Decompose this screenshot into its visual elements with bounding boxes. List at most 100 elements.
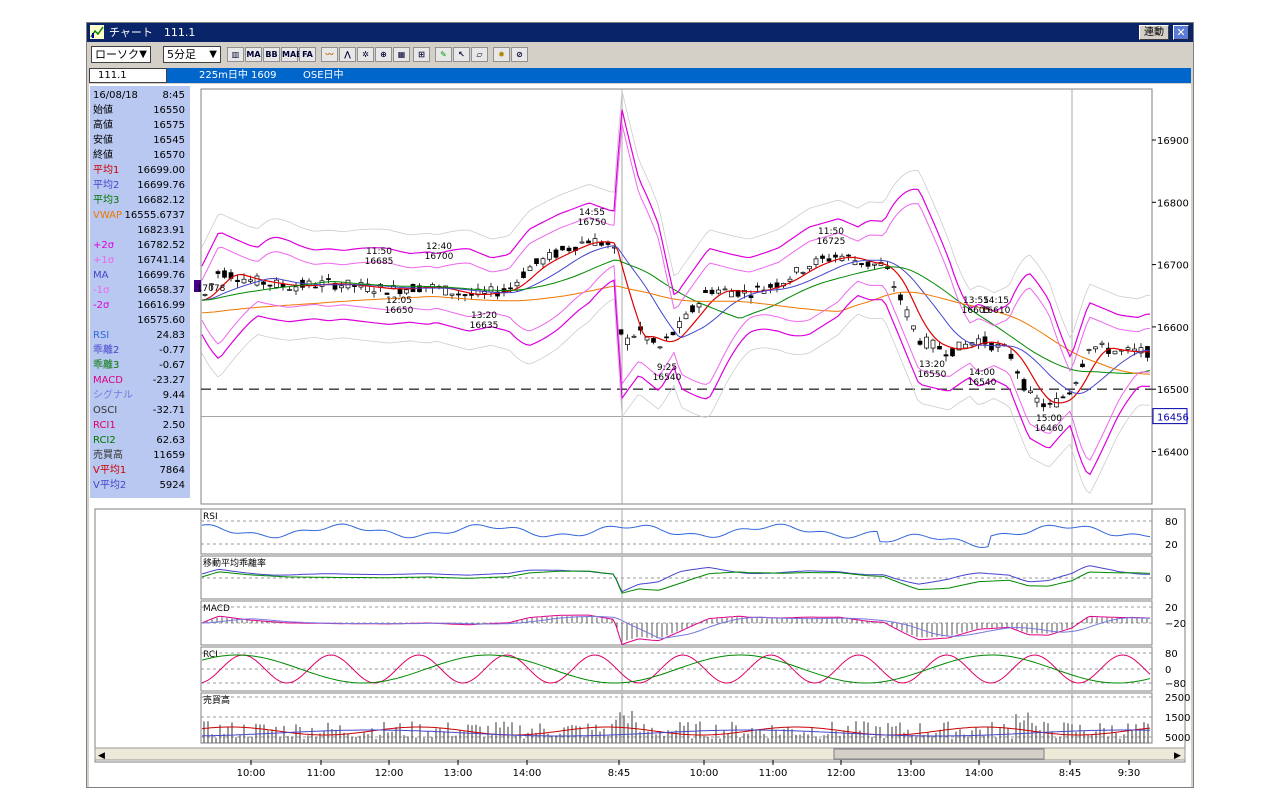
time-axis-label: 11:00 <box>759 768 788 779</box>
link-button[interactable]: 連動 <box>1139 25 1169 40</box>
data-panel-label: 平均3 <box>93 195 120 206</box>
data-panel-value: 16782.52 <box>137 240 185 251</box>
line-tool-icon[interactable]: 〰 <box>321 47 338 62</box>
candle-body <box>716 289 721 294</box>
data-panel-value: 16699.76 <box>137 270 185 281</box>
candle-body <box>384 292 390 295</box>
data-panel-row: OSCI -32.71 <box>93 403 187 418</box>
candle-body <box>729 291 734 298</box>
chart-type-select[interactable]: ローソク ▼ <box>91 46 151 63</box>
chart-window: チャート 111.1 連動 ✕ ローソク ▼ 5分足 ▼ ▥ MA BB MAE F… <box>86 22 1194 788</box>
rsi-panel-title: RSI <box>203 512 218 522</box>
data-panel-label: V平均1 <box>93 465 127 476</box>
data-panel-value: 16658.37 <box>137 285 185 296</box>
bar-chart-icon[interactable]: ▥ <box>227 47 244 62</box>
candle-body <box>313 286 318 289</box>
interval-select[interactable]: 5分足 ▼ <box>163 46 221 63</box>
pen-icon[interactable]: ✎ <box>435 47 452 62</box>
candle-body <box>560 245 565 251</box>
fa-icon[interactable]: FA <box>299 47 316 62</box>
candle-body <box>1015 371 1020 374</box>
fib-tool-icon[interactable]: ⋀ <box>339 47 356 62</box>
cursor-icon[interactable]: ↖ <box>453 47 470 62</box>
candle-body <box>709 289 715 294</box>
candle-body <box>937 346 942 350</box>
candle-body <box>989 341 994 351</box>
chart-type-value: ローソク <box>95 48 139 61</box>
scroll-left-arrow: ◀ <box>98 751 105 761</box>
candle-body <box>287 289 292 291</box>
data-panel-value: 62.63 <box>156 435 185 446</box>
data-panel-label: +2σ <box>93 240 115 251</box>
time-axis-label: 13:00 <box>444 768 473 779</box>
data-panel-value: 16575 <box>153 120 185 131</box>
data-panel-label: RSI <box>93 330 110 341</box>
star-tool-icon[interactable]: ✲ <box>357 47 374 62</box>
candle-body <box>677 321 682 328</box>
symbol-input[interactable]: 111.1 <box>89 68 167 83</box>
data-panel-label: V平均2 <box>93 480 127 491</box>
grid-settings-icon[interactable]: ⊞ <box>413 47 430 62</box>
cancel-icon[interactable]: ⊘ <box>511 47 528 62</box>
data-panel-value: -32.71 <box>152 405 185 416</box>
data-panel-row: MACD -23.27 <box>93 373 187 388</box>
data-panel-label: 平均2 <box>93 180 120 191</box>
data-panel-value: 16570 <box>153 150 185 161</box>
data-panel-row: V平均1 7864 <box>93 463 187 478</box>
candle-body <box>872 263 877 266</box>
chart-area[interactable]: 16900 16800 16700 16600 16500 16400 16456 17078… <box>89 84 1191 787</box>
ma-icon[interactable]: MA <box>245 47 262 62</box>
candle-body <box>657 346 663 349</box>
volume-panel-title: 売買高 <box>203 694 230 706</box>
candle-body <box>534 258 539 265</box>
annotation-time: 13:55 <box>963 296 989 306</box>
close-button[interactable]: ✕ <box>1173 25 1189 40</box>
candle-body <box>1047 402 1053 405</box>
annotation-price: 16540 <box>968 378 997 388</box>
candle-body <box>222 270 227 278</box>
bb-icon[interactable]: BB <box>263 47 280 62</box>
eraser-icon[interactable]: ▱ <box>471 47 488 62</box>
candle-body <box>891 286 897 288</box>
candle-body <box>768 284 773 288</box>
candle-body <box>215 271 221 274</box>
market-name: OSE日中 <box>303 70 344 81</box>
chart-canvas[interactable]: 16900 16800 16700 16600 16500 16400 16456 17078… <box>89 84 1191 787</box>
candle-body <box>1073 382 1079 385</box>
data-panel-value: 2.50 <box>162 420 185 431</box>
title-bar[interactable]: チャート 111.1 連動 ✕ <box>87 23 1193 42</box>
ma3-line <box>201 259 1151 374</box>
candle-body <box>794 267 799 273</box>
candle-body <box>696 303 702 308</box>
price-tick-label: 16800 <box>1157 198 1189 209</box>
data-panel-label: RCI2 <box>93 435 116 446</box>
zoom-icon[interactable]: ⊕ <box>375 47 392 62</box>
candle-body <box>241 278 247 284</box>
data-panel-value: 16550 <box>153 105 185 116</box>
macd-tick-label: 20 <box>1165 603 1178 614</box>
rci-tick-label: 80 <box>1165 649 1178 660</box>
candle-body <box>553 249 559 258</box>
candle-body <box>1067 392 1072 395</box>
chevron-down-icon: ▼ <box>139 49 147 60</box>
data-panel-label: 16/08/18 <box>93 90 138 101</box>
rci-tick-label: 0 <box>1165 665 1171 676</box>
candle-body <box>722 288 728 291</box>
candle-body <box>826 258 832 262</box>
candle-body <box>1112 350 1118 355</box>
candle-body <box>586 240 591 244</box>
data-panel-value: 7864 <box>159 465 185 476</box>
grid-icon[interactable]: ▦ <box>393 47 410 62</box>
candle-body <box>618 329 624 335</box>
data-panel-label: 平均1 <box>93 165 120 176</box>
data-panel-row: RCI2 62.63 <box>93 433 187 448</box>
info-bar: 111.1 225m日中 1609 OSE日中 <box>89 68 1191 83</box>
data-panel-label: 終値 <box>93 150 113 161</box>
mae-icon[interactable]: MAE <box>281 47 302 62</box>
data-panel-row: 高値 16575 <box>93 118 187 133</box>
settings-icon[interactable]: ✹ <box>493 47 510 62</box>
close-icon: ✕ <box>1176 26 1186 39</box>
rsi-panel-frame <box>200 508 1153 555</box>
annotation-price: 16540 <box>653 373 682 383</box>
volume-tick-label: 15000 <box>1165 713 1191 724</box>
